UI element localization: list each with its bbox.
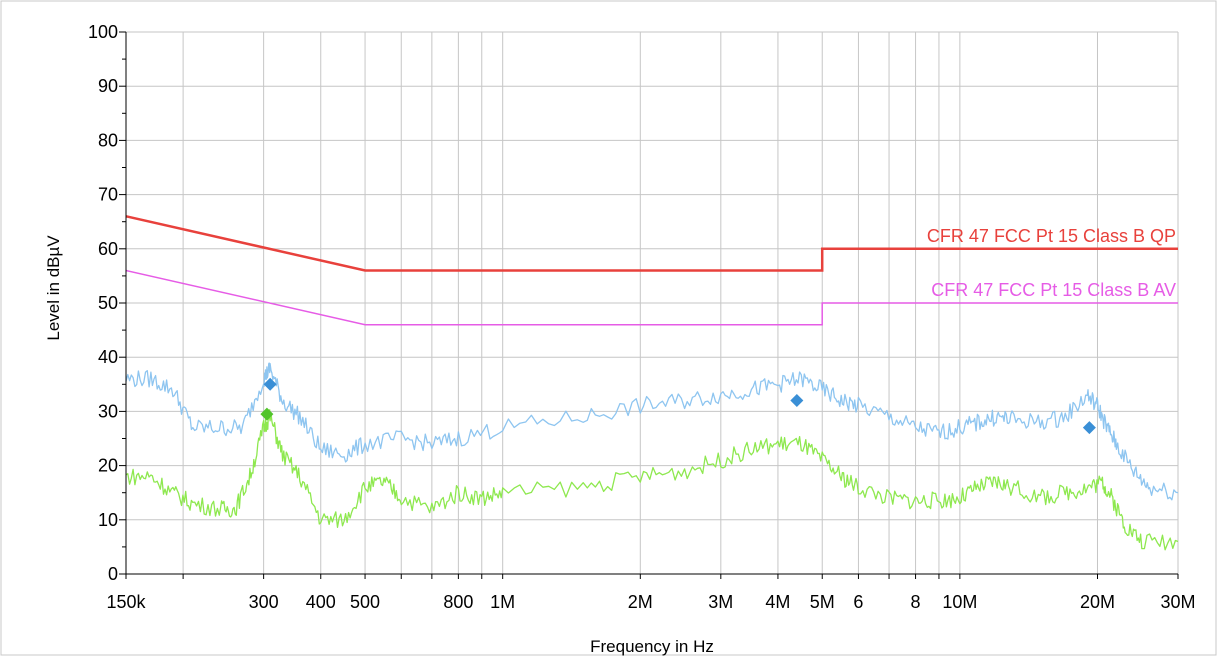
x-tick-label: 800: [443, 592, 473, 612]
trace-line: [125, 362, 1179, 501]
x-tick-label: 500: [350, 592, 380, 612]
y-tick-label: 90: [98, 76, 118, 96]
peak-marker: [790, 394, 804, 408]
y-tick-label: 30: [98, 401, 118, 421]
x-tick-label: 20M: [1080, 592, 1115, 612]
y-tick-label: 40: [98, 347, 118, 367]
limit-line: [125, 269, 1178, 326]
limit-lines: [125, 215, 1178, 326]
x-tick-label: 3M: [708, 592, 733, 612]
y-tick-label: 80: [98, 130, 118, 150]
x-tick-label: 30M: [1160, 592, 1195, 612]
x-tick-label: 300: [249, 592, 279, 612]
x-axis-title: Frequency in Hz: [590, 637, 714, 656]
limit-labels: CFR 47 FCC Pt 15 Class B QP CFR 47 FCC Pt…: [927, 226, 1176, 300]
y-tick-label: 20: [98, 456, 118, 476]
limit-label: CFR 47 FCC Pt 15 Class B QP: [927, 226, 1176, 246]
peak-marker: [263, 377, 277, 391]
x-tick-label: 150k: [106, 592, 146, 612]
y-tick-label: 70: [98, 185, 118, 205]
y-tick-label: 0: [108, 564, 118, 584]
measurement-traces: [125, 362, 1179, 551]
trace-line: [125, 409, 1179, 551]
x-tick-label: 10M: [942, 592, 977, 612]
axes: [119, 31, 1179, 579]
x-tick-label: 5M: [810, 592, 835, 612]
x-tick-label: 2M: [628, 592, 653, 612]
y-axis-title: Level in dBµV: [44, 235, 63, 341]
x-tick-label: 400: [306, 592, 336, 612]
tick-labels: 0 10 20 30 40 50 60 70 80 90 100 150k 300 400 500 800 1M…: [88, 22, 1196, 612]
y-tick-label: 50: [98, 293, 118, 313]
y-tick-label: 10: [98, 510, 118, 530]
peak-marker: [1082, 421, 1096, 435]
y-tick-label: 100: [88, 22, 118, 42]
limit-label: CFR 47 FCC Pt 15 Class B AV: [931, 280, 1176, 300]
y-tick-label: 60: [98, 239, 118, 259]
peak-markers: [260, 377, 1096, 435]
x-tick-label: 6: [853, 592, 863, 612]
peak-marker: [260, 407, 274, 421]
x-tick-label: 1M: [490, 592, 515, 612]
x-tick-label: 8: [911, 592, 921, 612]
x-tick-label: 4M: [765, 592, 790, 612]
limit-line: [125, 215, 1178, 272]
